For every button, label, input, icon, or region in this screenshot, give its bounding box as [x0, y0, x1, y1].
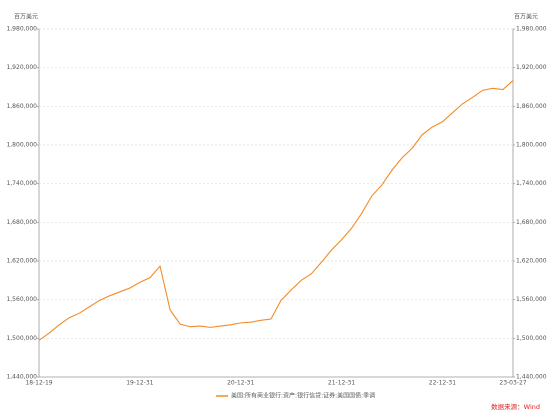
y2-tick-label: 1,560,000	[516, 296, 547, 303]
y-tick-label: 1,500,000	[6, 335, 37, 342]
y2-tick-label: 1,500,000	[516, 335, 547, 342]
y2-tick-label: 1,440,000	[516, 374, 547, 381]
x-tick-label: 22-12-31	[429, 380, 456, 387]
legend-label: 美国:所有商业银行:资产:银行信贷:证券:美国国债:季调	[231, 392, 375, 400]
x-tick-label: 21-12-31	[328, 380, 355, 387]
y-tick-label: 1,860,000	[6, 103, 37, 110]
y-tick-label: 1,440,000	[6, 374, 37, 381]
y2-tick-label: 1,740,000	[516, 180, 547, 187]
y2-tick-label: 1,800,000	[516, 142, 547, 149]
x-tick-label: 20-12-31	[227, 380, 254, 387]
x-tick-label: 19-12-31	[126, 380, 153, 387]
y2-tick-label: 1,620,000	[516, 258, 547, 265]
source: 数据来源：Wind	[491, 402, 540, 411]
y-tick-label: 1,800,000	[6, 142, 37, 149]
y2-tick-label: 1,860,000	[516, 103, 547, 110]
y-tick-label: 1,920,000	[6, 64, 37, 71]
x-tick-label: 23-03-27	[499, 380, 526, 387]
y-tick-label: 1,560,000	[6, 296, 37, 303]
y2-tick-label: 1,920,000	[516, 64, 547, 71]
y-tick-label: 1,980,000	[6, 26, 37, 33]
y-tick-label: 1,680,000	[6, 219, 37, 226]
y2-tick-label: 1,980,000	[516, 26, 547, 33]
y-tick-label: 1,740,000	[6, 180, 37, 187]
y-axis-label: 百万美元	[14, 13, 38, 21]
y2-tick-label: 1,680,000	[516, 219, 547, 226]
y-tick-label: 1,620,000	[6, 258, 37, 265]
y2-axis-label: 百万美元	[514, 13, 538, 21]
x-tick-label: 18-12-19	[25, 380, 52, 387]
line	[38, 80, 514, 341]
